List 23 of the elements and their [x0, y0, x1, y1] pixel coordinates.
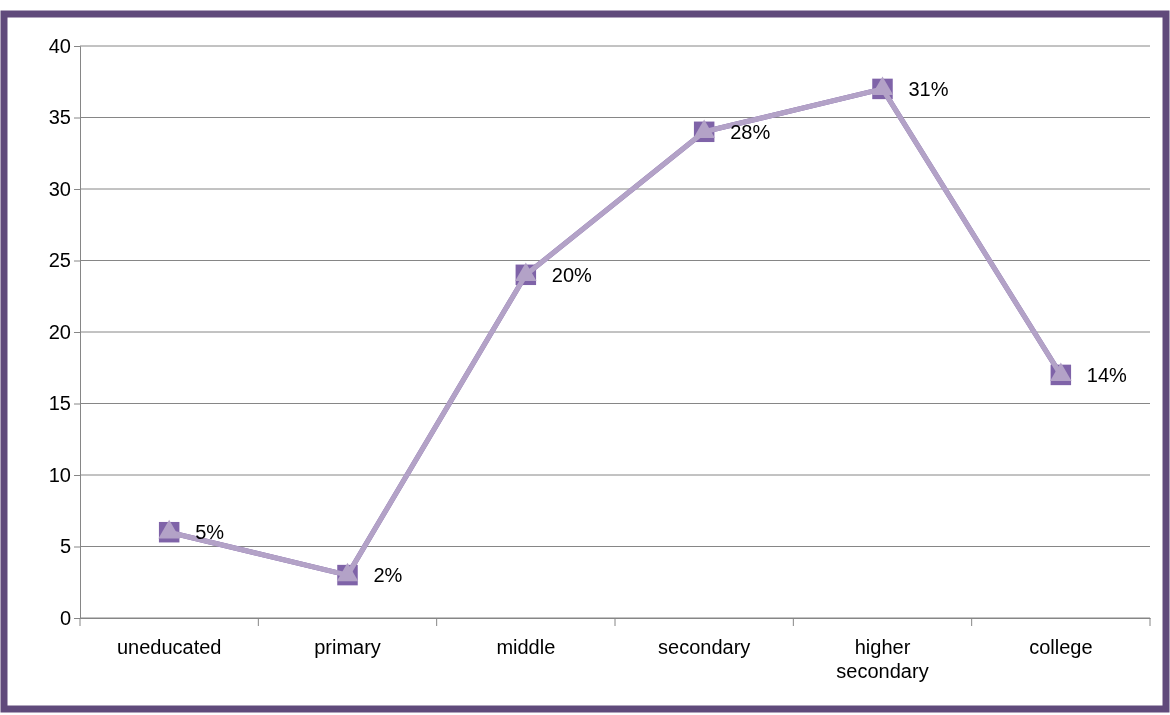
y-tick-label: 25	[48, 249, 71, 272]
y-tick-label: 0	[59, 606, 71, 629]
x-tick-label: uneducated	[116, 636, 222, 659]
y-tick-label: 35	[48, 106, 71, 129]
annotation: 20%	[551, 263, 593, 286]
x-tick-label: primary	[314, 636, 381, 659]
y-tick-label: 40	[48, 34, 71, 57]
x-tick-label: secondary	[658, 636, 751, 659]
point	[515, 262, 537, 281]
y-tick-label: 30	[48, 177, 71, 200]
y-tick-label: 5	[59, 535, 71, 558]
annotation: 31%	[908, 77, 949, 100]
y-tick-label: 15	[48, 392, 71, 415]
annotation: 2%	[373, 564, 403, 587]
x-tick-label: middle	[496, 636, 556, 659]
point	[693, 119, 715, 138]
y-tick-label: 20	[48, 320, 71, 343]
annotation: 5%	[195, 521, 225, 544]
x-tick-label: higher secondary	[836, 636, 929, 683]
x-tick-label: college	[1029, 636, 1093, 659]
y-tick-label: 10	[48, 463, 71, 486]
annotation: 28%	[730, 120, 771, 143]
annotation: 14%	[1086, 363, 1128, 386]
